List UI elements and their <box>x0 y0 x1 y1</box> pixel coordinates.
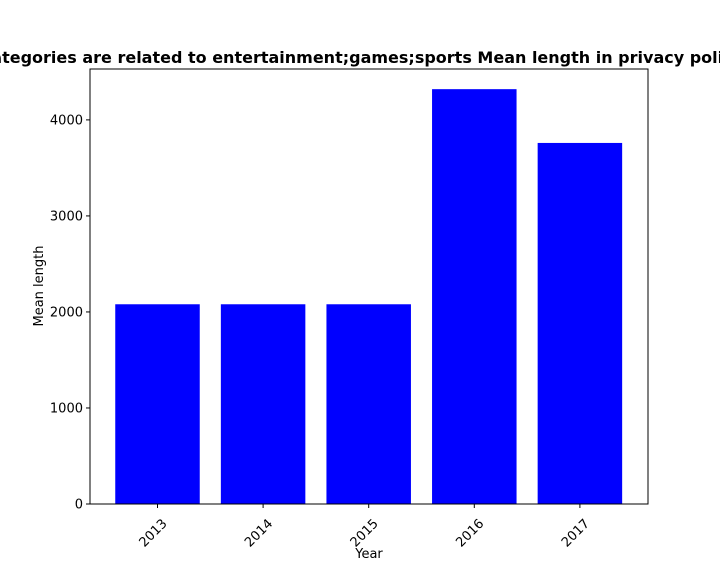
x-tick-label: 2014 <box>242 516 276 550</box>
bar-2015 <box>326 304 411 504</box>
chart-title: Categories are related to entertainment;… <box>0 48 720 67</box>
y-tick-label: 0 <box>75 498 83 513</box>
x-tick-label: 2015 <box>348 516 382 550</box>
x-axis-label: Year <box>354 547 383 562</box>
x-axis: 2013 2014 2015 2016 2017 <box>137 504 593 550</box>
bars-group <box>115 89 623 505</box>
y-axis-label: Mean length <box>32 246 47 327</box>
bar-2016 <box>432 89 517 505</box>
bar-2014 <box>220 304 306 504</box>
y-axis: 0 1000 2000 3000 4000 <box>50 113 90 513</box>
y-tick-label: 4000 <box>50 113 83 128</box>
bar-2013 <box>115 304 200 504</box>
x-tick-label: 2016 <box>453 516 487 550</box>
y-tick-label: 1000 <box>50 401 83 416</box>
x-tick-label: 2017 <box>559 516 593 550</box>
y-tick-label: 3000 <box>50 209 83 224</box>
y-tick-label: 2000 <box>50 305 83 320</box>
x-tick-label: 2013 <box>137 516 171 550</box>
bar-2017 <box>537 142 623 504</box>
